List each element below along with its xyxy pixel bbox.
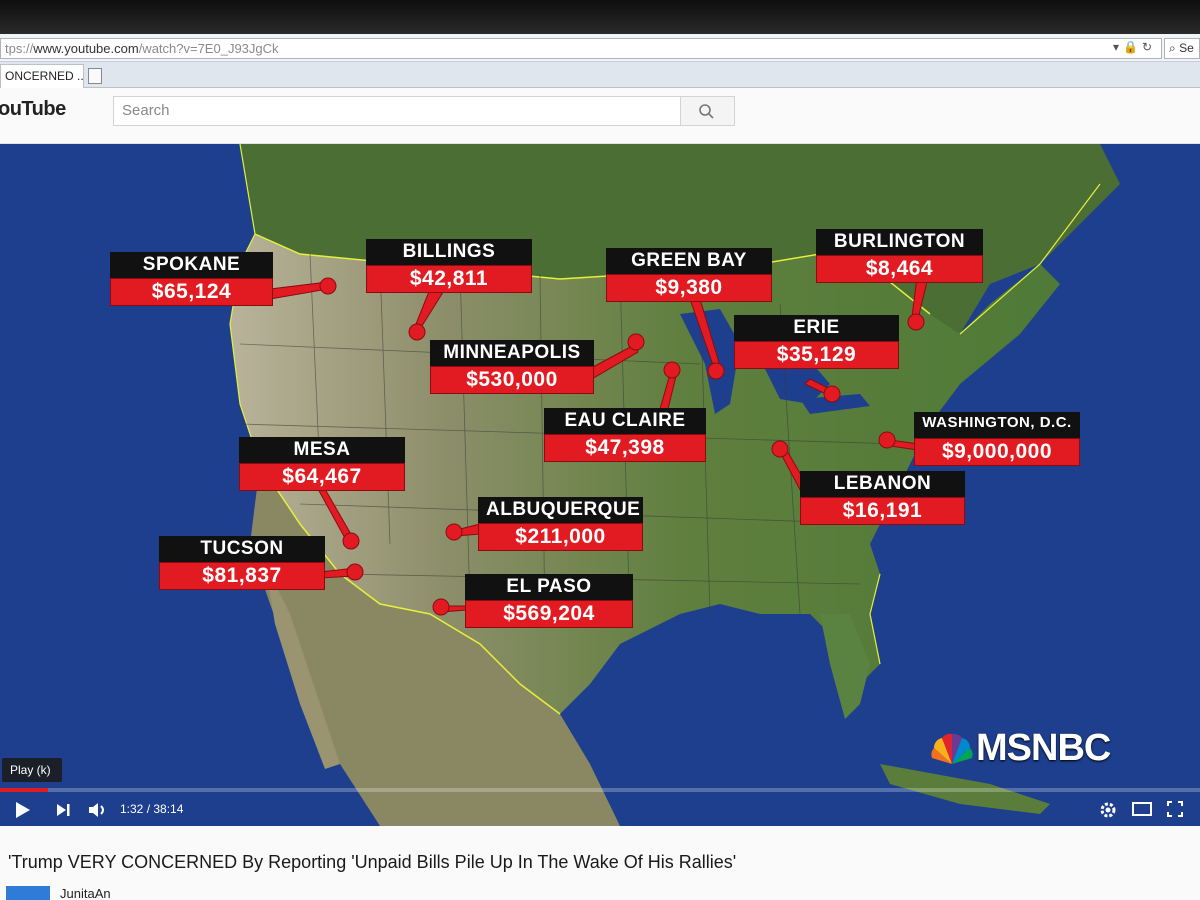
lock-icon: 🔒 (1122, 40, 1142, 54)
youtube-header: ouTube Search (0, 88, 1200, 144)
video-player[interactable]: SPOKANE $65,124 BILLINGS $42,811 GREEN B… (0, 144, 1200, 826)
city-amount: $16,191 (800, 497, 965, 525)
msnbc-wordmark: MSNBC (976, 726, 1111, 769)
city-amount: $35,129 (734, 341, 899, 369)
city-amount: $65,124 (110, 278, 273, 306)
url-prefix: tps:// (5, 41, 34, 56)
city-name: BURLINGTON (816, 229, 983, 255)
search-input[interactable]: Search (113, 96, 681, 126)
city-amount: $9,380 (606, 274, 772, 302)
theater-icon[interactable] (1131, 801, 1153, 817)
channel-name[interactable]: JunitaAn (60, 886, 111, 900)
city-label-albuquerque: ALBUQUERQUE $211,000 (478, 497, 643, 551)
youtube-logo[interactable]: ouTube (0, 98, 66, 120)
city-name: MESA (239, 437, 405, 463)
city-name: SPOKANE (110, 252, 273, 278)
city-label-billings: BILLINGS $42,811 (366, 239, 532, 293)
url-path: /watch?v=7E0_J93JgCk (138, 41, 279, 56)
dropdown-icon[interactable]: ▾ (1112, 40, 1123, 54)
city-label-green-bay: GREEN BAY $9,380 (606, 248, 772, 302)
city-label-lebanon: LEBANON $16,191 (800, 471, 965, 525)
city-label-spokane: SPOKANE $65,124 (110, 252, 273, 306)
video-info: 'Trump VERY CONCERNED By Reporting 'Unpa… (0, 826, 1200, 900)
city-name: TUCSON (159, 536, 325, 562)
tab-label: ONCERNED ... (5, 69, 84, 83)
pointer-lines (269, 268, 931, 616)
city-label-minneapolis: MINNEAPOLIS $530,000 (430, 340, 594, 394)
time-display: 1:32 / 38:14 (120, 802, 184, 816)
refresh-icon[interactable]: ↻ (1141, 40, 1156, 54)
city-name: LEBANON (800, 471, 965, 497)
search-icon (699, 104, 714, 119)
mexico-border (259, 463, 561, 715)
city-amount: $8,464 (816, 255, 983, 283)
city-amount: $42,811 (366, 265, 532, 293)
city-name: EAU CLAIRE (544, 408, 706, 434)
new-tab-icon[interactable] (88, 68, 102, 84)
city-label-el-paso: EL PASO $569,204 (465, 574, 633, 628)
search-button[interactable] (681, 96, 735, 126)
city-label-eau-claire: EAU CLAIRE $47,398 (544, 408, 706, 462)
msnbc-logo: MSNBC (928, 726, 1111, 769)
fullscreen-icon[interactable] (1166, 800, 1184, 818)
settings-icon[interactable] (1099, 801, 1117, 819)
city-label-erie: ERIE $35,129 (734, 315, 899, 369)
city-amount: $9,000,000 (914, 438, 1080, 466)
city-amount: $530,000 (430, 366, 594, 394)
peacock-icon (931, 733, 973, 764)
city-amount: $64,467 (239, 463, 405, 491)
city-amount: $47,398 (544, 434, 706, 462)
city-name: WASHINGTON, D.C. (914, 412, 1080, 438)
browser-search-field[interactable]: ⌕ Se (1164, 38, 1200, 59)
cuba-land (880, 764, 1050, 814)
address-bar-icons[interactable]: ▾🔒↻ (1113, 40, 1156, 54)
canada-land (240, 144, 1120, 334)
progress-played (0, 788, 48, 792)
city-label-mesa: MESA $64,467 (239, 437, 405, 491)
url-field[interactable]: tps://www.youtube.com/watch?v=7E0_J93JgC… (0, 38, 1162, 59)
play-tooltip: Play (k) (2, 758, 62, 782)
video-title: 'Trump VERY CONCERNED By Reporting 'Unpa… (8, 852, 737, 872)
tab-active[interactable]: ONCERNED ... ✕ (0, 64, 84, 88)
city-name: GREEN BAY (606, 248, 772, 274)
player-controls: 1:32 / 38:14 (0, 792, 1200, 826)
city-name: ALBUQUERQUE (478, 497, 643, 523)
channel-avatar[interactable] (6, 886, 50, 900)
city-label-burlington: BURLINGTON $8,464 (816, 229, 983, 283)
tab-bar: ONCERNED ... ✕ (0, 62, 1200, 88)
city-name: BILLINGS (366, 239, 532, 265)
city-label-washington-dc: WASHINGTON, D.C. $9,000,000 (914, 412, 1080, 466)
progress-bar[interactable] (0, 788, 1200, 792)
baja-land (265, 564, 340, 769)
next-icon[interactable] (55, 802, 71, 818)
city-name: EL PASO (465, 574, 633, 600)
city-amount: $569,204 (465, 600, 633, 628)
mexico-land (250, 464, 620, 826)
city-amount: $211,000 (478, 523, 643, 551)
city-label-tucson: TUCSON $81,837 (159, 536, 325, 590)
city-name: ERIE (734, 315, 899, 341)
url-host: www.youtube.com (33, 41, 139, 56)
browser-search-text: Se (1179, 41, 1194, 55)
volume-icon[interactable] (87, 800, 109, 820)
us-map (0, 144, 1200, 826)
monitor-bezel (0, 0, 1200, 34)
address-bar: tps://www.youtube.com/watch?v=7E0_J93JgC… (0, 34, 1200, 62)
play-icon[interactable] (14, 800, 32, 820)
city-name: MINNEAPOLIS (430, 340, 594, 366)
search-field-icon: ⌕ (1169, 41, 1176, 55)
florida-land (820, 614, 870, 719)
city-amount: $81,837 (159, 562, 325, 590)
